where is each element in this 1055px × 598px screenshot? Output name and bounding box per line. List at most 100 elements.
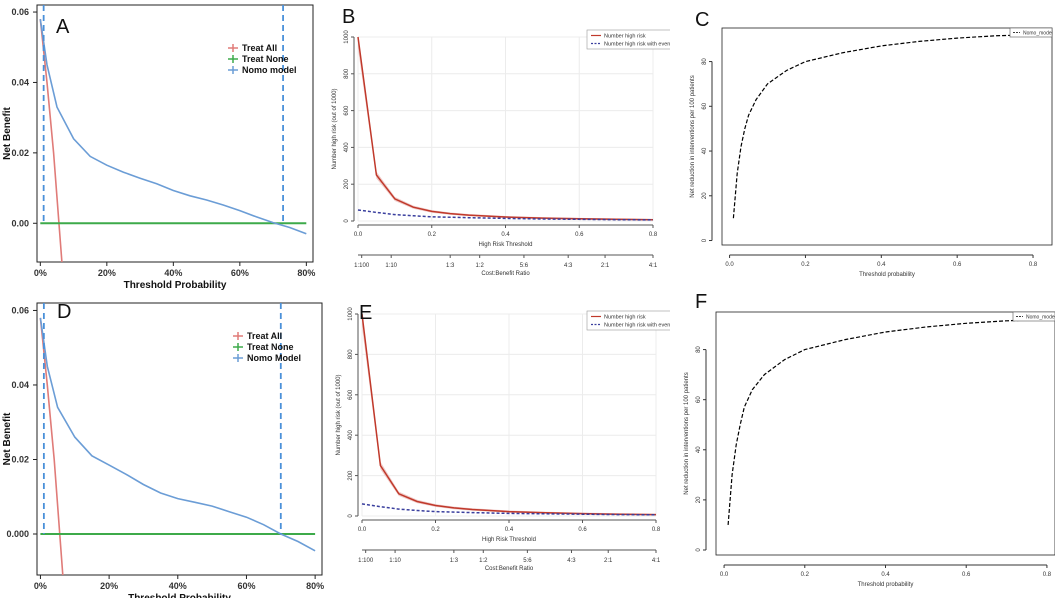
chart-f-legend-box xyxy=(1012,311,1055,322)
chart-b-cost-benefit-title: Cost:Benefit Ratio xyxy=(481,271,530,277)
chart-c-x-tick-label: 0.2 xyxy=(801,262,810,268)
chart-d-legend-entry: Treat None xyxy=(247,342,294,352)
chart-d-series-nomo-model xyxy=(39,317,316,552)
chart-d-y-tick-label: 0.000 xyxy=(6,529,29,539)
chart-panel-b: 0.0 0.2 0.4 0.6 0.8 0 200 400 600 800 1000 High Ris… xyxy=(325,0,674,292)
chart-d-y-tick-label: 0.04 xyxy=(11,380,29,390)
chart-a-x-tick-label: 0% xyxy=(34,268,47,278)
chart-b-cost-benefit-label: 1:2 xyxy=(476,263,485,269)
chart-c-x-tick-label: 0.0 xyxy=(725,262,734,268)
chart-e-cost-benefit-title: Cost:Benefit Ratio xyxy=(485,566,534,572)
chart-e-x-tick-label: 0.4 xyxy=(505,527,514,533)
chart-c-xlabel: Threshold probability xyxy=(859,272,915,278)
chart-b-cost-benefit-label: 2:1 xyxy=(601,263,610,269)
chart-e-y-tick-label: 600 xyxy=(348,389,354,400)
chart-c-legend-entry: Nomo_model xyxy=(1023,31,1053,37)
chart-a-legend-entry: Treat None xyxy=(242,54,289,64)
chart-e-x-tick-label: 0.2 xyxy=(431,527,440,533)
chart-f-panel-label: F xyxy=(695,291,707,313)
chart-b-x-tick-label: 0.6 xyxy=(575,232,584,238)
chart-b-y-tick-label: 0 xyxy=(344,219,350,223)
chart-a-y-tick-label: 0.06 xyxy=(11,7,29,17)
chart-c-ylabel: Net reduction in interventions per 100 p… xyxy=(690,75,696,197)
chart-e-cost-benefit-label: 1:100 xyxy=(358,558,374,564)
chart-d-x-tick-label: 60% xyxy=(237,581,255,591)
chart-f-y-tick-label: 60 xyxy=(696,396,702,403)
chart-b-cost-benefit-label: 1:3 xyxy=(446,263,455,269)
chart-b-series-number-high-risk-with-event xyxy=(357,209,654,221)
chart-c-x-tick-label: 0.4 xyxy=(877,262,886,268)
chart-e-y-tick-label: 800 xyxy=(348,349,354,360)
chart-b-legend-entry: Number high risk xyxy=(604,34,646,40)
chart-d-x-tick-label: 0% xyxy=(34,581,47,591)
chart-d-legend-entry: Nomo Model xyxy=(247,353,301,363)
chart-b-x-tick-label: 0.4 xyxy=(501,232,510,238)
chart-e-y-tick-label: 400 xyxy=(348,430,354,441)
chart-c-frame xyxy=(721,27,1053,246)
chart-b-legend-entry: Number high risk with event xyxy=(604,42,672,48)
chart-f-y-tick-label: 20 xyxy=(696,496,702,503)
chart-b-xlabel: High Risk Threshold xyxy=(479,242,533,248)
chart-e-cost-benefit-label: 5:6 xyxy=(523,558,532,564)
chart-e-series-number-high-risk-with-event xyxy=(361,503,657,516)
chart-f-y-tick-label: 80 xyxy=(696,346,702,353)
chart-a-y-tick-label: 0.02 xyxy=(11,148,29,158)
chart-a-xlabel: Threshold Probability xyxy=(124,280,227,291)
chart-d-xlabel: Threshold Probability xyxy=(128,593,231,598)
chart-d-y-tick-label: 0.06 xyxy=(11,305,29,315)
chart-b-y-tick-label: 200 xyxy=(344,179,350,190)
chart-c-panel-label: C xyxy=(695,9,709,31)
chart-c-x-tick-label: 0.6 xyxy=(953,262,962,268)
chart-a-x-tick-label: 60% xyxy=(231,268,249,278)
chart-a-ylabel: Net Benefit xyxy=(2,106,13,159)
chart-e-cost-benefit-label: 1:2 xyxy=(479,558,488,564)
chart-panel-f: 0.0 0.2 0.4 0.6 0.8 0 20 40 60 80 Threshold probab… xyxy=(670,288,1055,588)
chart-b-y-tick-label: 1000 xyxy=(344,30,350,44)
chart-e-cost-benefit-label: 1:3 xyxy=(450,558,459,564)
chart-e-x-tick-label: 0.0 xyxy=(358,527,367,533)
chart-b-svg: 0.0 0.2 0.4 0.6 0.8 0 200 400 600 800 1000 High Ris… xyxy=(332,6,674,277)
chart-f-x-tick-label: 0.4 xyxy=(881,572,890,578)
chart-f-svg: 0.0 0.2 0.4 0.6 0.8 0 20 40 60 80 Threshold probab… xyxy=(684,291,1055,588)
chart-b-cost-benefit-label: 5:6 xyxy=(520,263,529,269)
chart-f-x-tick-label: 0.2 xyxy=(801,572,810,578)
chart-b-x-tick-label: 0.0 xyxy=(354,232,363,238)
chart-c-legend-box xyxy=(1009,27,1053,38)
chart-c-svg: 0.0 0.2 0.4 0.6 0.8 0 20 40 60 80 Threshold probab… xyxy=(690,9,1053,278)
chart-b-x-tick-label: 0.2 xyxy=(428,232,437,238)
chart-d-x-tick-label: 40% xyxy=(169,581,187,591)
chart-d-frame xyxy=(36,302,323,576)
chart-d-ylabel: Net Benefit xyxy=(2,412,13,465)
chart-b-ylabel: Number high risk (out of 1000) xyxy=(332,88,338,169)
chart-c-x-tick-label: 0.8 xyxy=(1029,262,1038,268)
chart-e-y-tick-label: 1000 xyxy=(348,307,354,321)
chart-e-y-tick-label: 0 xyxy=(348,514,354,518)
chart-c-y-tick-label: 0 xyxy=(702,238,708,242)
chart-a-x-tick-label: 80% xyxy=(297,268,315,278)
chart-f-legend-entry: Nomo_model xyxy=(1026,315,1055,321)
chart-f-xlabel: Threshold probability xyxy=(858,582,914,588)
chart-c-y-tick-label: 60 xyxy=(702,102,708,109)
chart-a-x-tick-label: 40% xyxy=(164,268,182,278)
chart-b-cost-benefit-label: 4:3 xyxy=(564,263,573,269)
chart-panel-e: 0.0 0.2 0.4 0.6 0.8 0 200 400 600 800 1000 High Ris… xyxy=(325,298,674,598)
chart-f-frame xyxy=(715,311,1055,556)
chart-b-y-tick-label: 400 xyxy=(344,142,350,153)
chart-b-cost-benefit-label: 1:100 xyxy=(354,263,370,269)
chart-a-frame xyxy=(36,4,314,263)
chart-panel-d: 0% 20% 40% 60% 80% 0.000 0.02 0.04 0.06 Threshold… xyxy=(0,298,325,598)
chart-a-panel-label: A xyxy=(56,16,70,38)
chart-c-y-tick-label: 40 xyxy=(702,147,708,154)
chart-a-svg: 0% 20% 40% 60% 80% 0.00 0.02 0.04 0.06 Threshold … xyxy=(2,4,315,291)
chart-a-legend-entry: Nomo model xyxy=(242,65,297,75)
chart-f-x-tick-label: 0.0 xyxy=(720,572,729,578)
chart-e-cost-benefit-label: 4:3 xyxy=(567,558,576,564)
chart-b-cost-benefit-label: 1:10 xyxy=(385,263,397,269)
chart-d-y-tick-label: 0.02 xyxy=(11,454,29,464)
chart-f-series-nomo-model xyxy=(727,318,1047,525)
chart-a-y-tick-label: 0.04 xyxy=(11,77,29,87)
chart-d-x-tick-label: 20% xyxy=(100,581,118,591)
chart-b-cost-benefit-label: 4:1 xyxy=(649,263,658,269)
chart-e-svg: 0.0 0.2 0.4 0.6 0.8 0 200 400 600 800 1000 High Ris… xyxy=(336,302,674,572)
chart-a-legend-entry: Treat All xyxy=(242,43,277,53)
